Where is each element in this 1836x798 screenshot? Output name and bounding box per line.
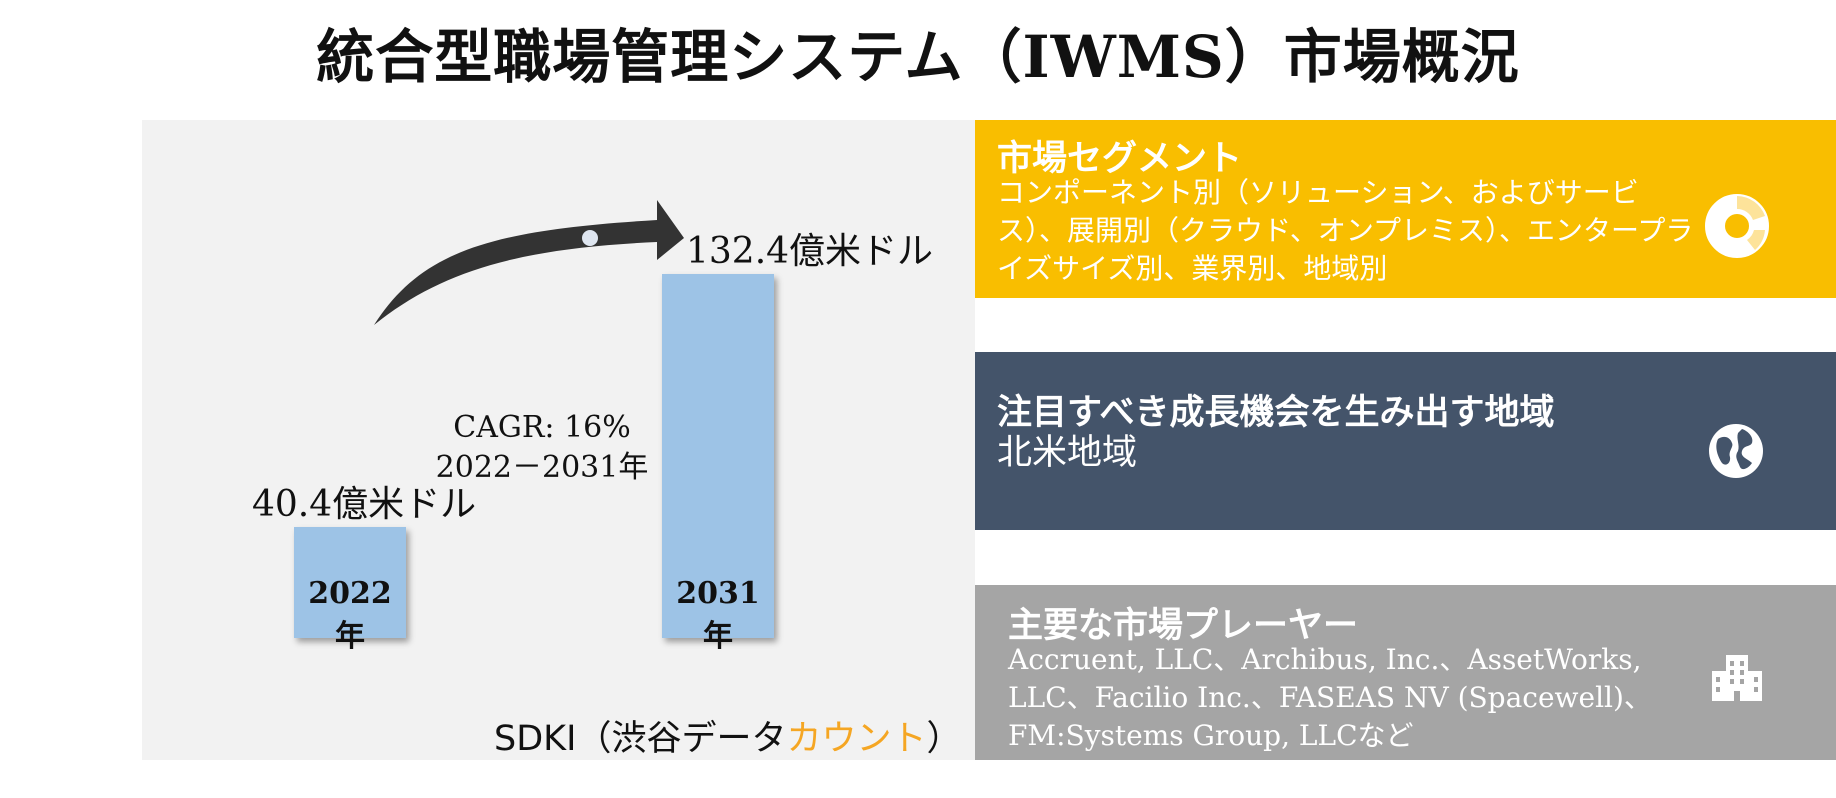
bar-2031年 (662, 274, 774, 638)
source-credit: SDKI（渋谷データカウント） (494, 710, 961, 761)
page-title: 統合型職場管理システム（IWMS）市場概況 (316, 23, 1520, 91)
growth-arrow (374, 200, 684, 325)
region-heading: 注目すべき成長機会を生み出す地域 (997, 392, 1555, 433)
source-suffix: ） (926, 719, 962, 759)
globe-icon (1709, 424, 1763, 478)
value-label: 132.4億米ドル (686, 231, 934, 272)
region-card: 注目すべき成長機会を生み出す地域 北米地域 (975, 352, 1836, 530)
bar-2022年 (294, 527, 406, 638)
category-label: 2022年 (308, 576, 392, 654)
source-accent: カウント (786, 719, 927, 759)
category-label: 2031年 (676, 576, 760, 654)
chart-panel: 2022年 40.4億米ドル 2031年 132.4億米ドル CAGR: 16% 20… (142, 120, 975, 760)
players-card: 主要な市場プレーヤー Accruent, LLC、Archibus, Inc.、… (975, 585, 1836, 760)
segment-heading: 市場セグメント (997, 138, 1243, 179)
arrow-dot (582, 230, 598, 246)
segment-card: 市場セグメント コンポーネント別（ソリューション、およびサービス）、展開別（クラ… (975, 120, 1836, 298)
source-prefix: SDKI（渋谷データ (494, 719, 787, 759)
segment-body: コンポーネント別（ソリューション、およびサービス）、展開別（クラウド、オンプレミ… (997, 176, 1694, 285)
players-heading: 主要な市場プレーヤー (1008, 605, 1359, 646)
donut-chart-icon (1705, 194, 1769, 258)
region-body: 北米地域 (997, 433, 1138, 473)
cagr-label: CAGR: 16% (453, 410, 631, 445)
cagr-annotation: CAGR: 16% 2022－2031年 (412, 408, 672, 488)
players-body: Accruent, LLC、Archibus, Inc.、AssetWorks,… (1008, 643, 1652, 752)
value-label: 40.4億米ドル (252, 484, 477, 525)
building-icon (1712, 655, 1762, 701)
cagr-period: 2022－2031年 (435, 450, 649, 485)
